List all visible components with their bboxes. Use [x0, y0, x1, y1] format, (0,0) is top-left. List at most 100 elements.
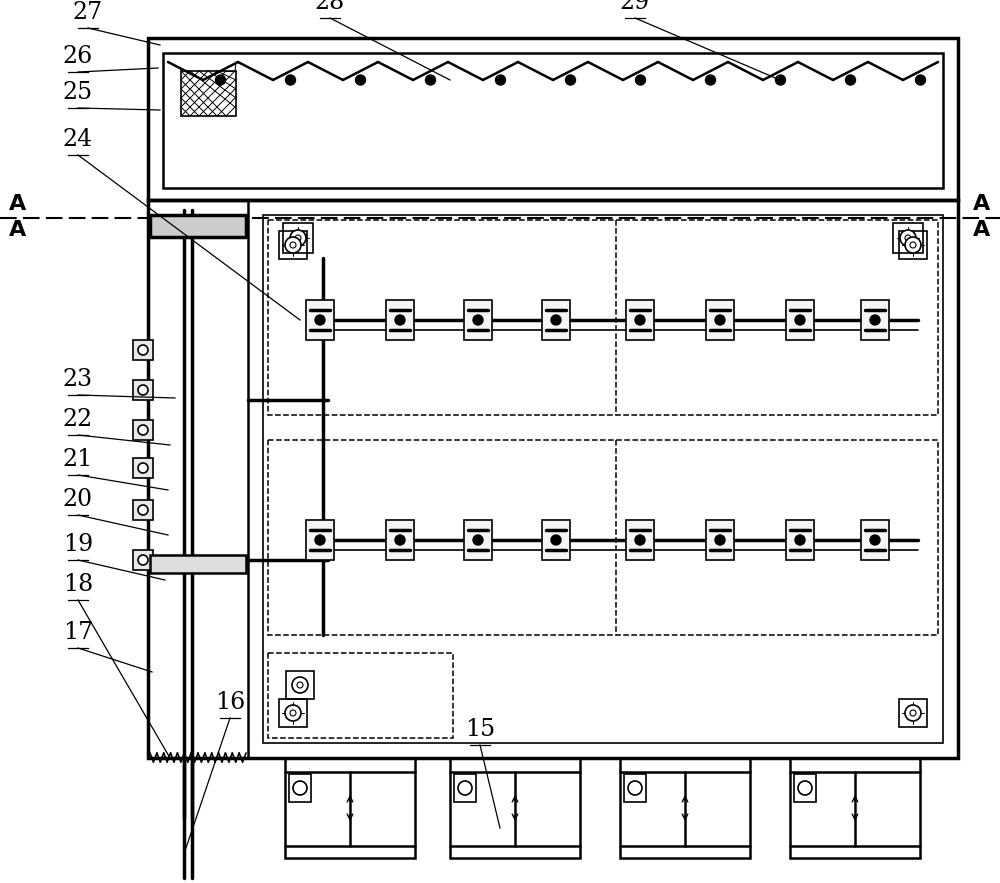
Bar: [542, 300, 570, 340]
Circle shape: [138, 425, 148, 435]
Bar: [283, 223, 313, 253]
Circle shape: [138, 463, 148, 473]
Text: 15: 15: [465, 718, 495, 741]
Circle shape: [795, 315, 805, 325]
Circle shape: [216, 75, 226, 85]
Text: 23: 23: [63, 368, 93, 391]
Text: 24: 24: [63, 128, 93, 151]
Circle shape: [473, 315, 483, 325]
Bar: [893, 223, 923, 253]
Circle shape: [910, 710, 916, 716]
Circle shape: [295, 235, 301, 241]
Circle shape: [426, 75, 436, 85]
Bar: [464, 520, 492, 560]
Bar: [279, 231, 307, 259]
Circle shape: [551, 315, 561, 325]
Circle shape: [292, 677, 308, 693]
Circle shape: [715, 535, 725, 545]
Circle shape: [290, 710, 296, 716]
Circle shape: [496, 75, 506, 85]
Bar: [133, 380, 153, 400]
Bar: [706, 520, 734, 560]
Bar: [133, 458, 153, 478]
Bar: [464, 300, 492, 340]
Text: 20: 20: [63, 488, 93, 511]
Circle shape: [905, 705, 921, 721]
Circle shape: [635, 315, 645, 325]
Bar: [786, 520, 814, 560]
Bar: [861, 300, 889, 340]
Bar: [133, 340, 153, 360]
Circle shape: [458, 781, 472, 795]
Circle shape: [715, 315, 725, 325]
Bar: [268, 220, 938, 415]
Text: 16: 16: [215, 691, 245, 714]
Circle shape: [776, 75, 786, 85]
Circle shape: [798, 781, 812, 795]
Circle shape: [566, 75, 576, 85]
Circle shape: [635, 535, 645, 545]
Text: 25: 25: [63, 81, 93, 104]
Circle shape: [706, 75, 716, 85]
Circle shape: [905, 235, 911, 241]
Circle shape: [285, 705, 301, 721]
Circle shape: [138, 385, 148, 395]
Circle shape: [138, 555, 148, 565]
Circle shape: [846, 75, 856, 85]
Bar: [786, 300, 814, 340]
Text: A: A: [9, 194, 27, 214]
Bar: [861, 520, 889, 560]
Circle shape: [315, 535, 325, 545]
Circle shape: [395, 315, 405, 325]
Text: 29: 29: [620, 0, 650, 14]
Bar: [148, 38, 958, 200]
Bar: [263, 215, 943, 743]
Text: 28: 28: [315, 0, 345, 14]
Bar: [706, 300, 734, 340]
Circle shape: [551, 535, 561, 545]
Bar: [289, 774, 311, 802]
Circle shape: [138, 345, 148, 355]
Bar: [268, 440, 938, 635]
Circle shape: [473, 535, 483, 545]
Text: 27: 27: [73, 1, 103, 24]
Circle shape: [293, 781, 307, 795]
Bar: [286, 671, 314, 699]
Bar: [899, 699, 927, 727]
Text: 19: 19: [63, 533, 93, 556]
Bar: [148, 200, 248, 758]
Bar: [133, 420, 153, 440]
Bar: [626, 520, 654, 560]
Text: A: A: [973, 194, 991, 214]
Circle shape: [870, 315, 880, 325]
Bar: [306, 300, 334, 340]
Circle shape: [286, 75, 296, 85]
Bar: [133, 550, 153, 570]
Bar: [306, 520, 334, 560]
Bar: [454, 774, 476, 802]
Bar: [624, 774, 646, 802]
Bar: [899, 231, 927, 259]
Bar: [268, 653, 453, 738]
Text: 18: 18: [63, 573, 93, 596]
Circle shape: [290, 230, 306, 246]
Text: A: A: [9, 220, 27, 240]
Circle shape: [900, 230, 916, 246]
Bar: [386, 520, 414, 560]
Bar: [794, 774, 816, 802]
Bar: [790, 758, 920, 858]
Text: A: A: [973, 220, 991, 240]
Bar: [285, 758, 415, 858]
Bar: [542, 520, 570, 560]
Bar: [450, 758, 580, 858]
Circle shape: [356, 75, 366, 85]
Bar: [163, 53, 943, 188]
Bar: [181, 71, 236, 116]
Bar: [150, 555, 246, 573]
Circle shape: [628, 781, 642, 795]
Text: 17: 17: [63, 621, 93, 644]
Text: 22: 22: [63, 408, 93, 431]
Circle shape: [395, 535, 405, 545]
Circle shape: [910, 242, 916, 248]
Circle shape: [870, 535, 880, 545]
